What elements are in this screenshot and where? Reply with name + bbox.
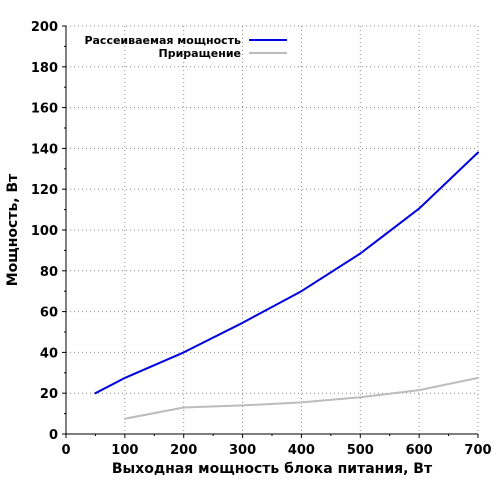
x-tick-label: 0 bbox=[61, 443, 70, 458]
y-tick-label: 40 bbox=[40, 346, 58, 361]
x-tick-label: 300 bbox=[229, 443, 256, 458]
x-tick-label: 700 bbox=[464, 443, 491, 458]
axes: 0 20 40 60 80 100 120 140 160 180 200 0 100 200 300 400… bbox=[31, 20, 492, 458]
series-line-2 bbox=[123, 376, 479, 420]
series-lines bbox=[94, 151, 479, 420]
y-tick-label: 20 bbox=[40, 387, 58, 402]
legend-label-1: Рассеиваемая мощность bbox=[84, 34, 241, 47]
x-tick-label: 100 bbox=[111, 443, 138, 458]
y-tick-label: 180 bbox=[31, 61, 58, 76]
y-tick-label: 120 bbox=[31, 183, 58, 198]
y-axis-label: Мощность, Вт bbox=[5, 173, 21, 286]
x-tick-label: 500 bbox=[347, 443, 374, 458]
y-tick-label: 140 bbox=[31, 142, 58, 157]
y-tick-label: 0 bbox=[49, 428, 58, 443]
x-tick-label: 600 bbox=[406, 443, 433, 458]
y-tick-label: 100 bbox=[31, 224, 58, 239]
y-tick-label: 80 bbox=[40, 265, 58, 280]
y-tick-label: 60 bbox=[40, 306, 58, 321]
x-tick-label: 200 bbox=[170, 443, 197, 458]
x-tick-label: 400 bbox=[288, 443, 315, 458]
grid bbox=[66, 25, 479, 434]
series-line-1 bbox=[94, 151, 479, 395]
y-tick-label: 200 bbox=[31, 20, 58, 35]
x-axis-label: Выходная мощность блока питания, Вт bbox=[112, 461, 433, 477]
legend-label-2: Приращение bbox=[159, 47, 241, 60]
y-tick-label: 160 bbox=[31, 102, 58, 117]
